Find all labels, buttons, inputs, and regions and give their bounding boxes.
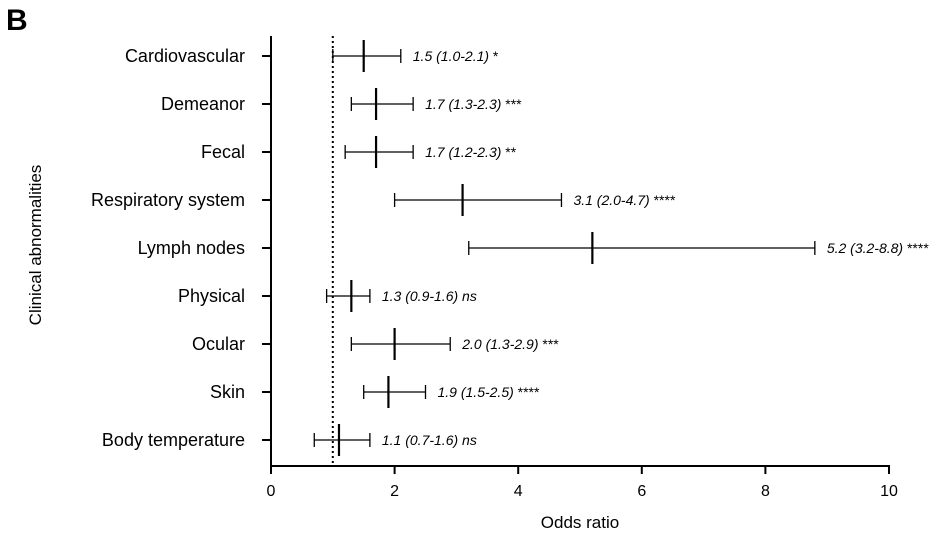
ci-annotation-value: 1.9 (1.5-2.5) — [438, 384, 514, 400]
significance-label: **** — [650, 192, 676, 208]
forest-row: Physical 1.3 (0.9-1.6) ns — [178, 280, 477, 312]
category-label: Demeanor — [161, 94, 245, 114]
ci-annotation: 2.0 (1.3-2.9) *** — [461, 336, 559, 352]
significance-label: **** — [514, 384, 540, 400]
category-label: Respiratory system — [91, 190, 245, 210]
forest-row: Body temperature 1.1 (0.7-1.6) ns — [102, 424, 477, 456]
significance-label: *** — [538, 336, 559, 352]
forest-row: Ocular 2.0 (1.3-2.9) *** — [192, 328, 559, 360]
category-label: Fecal — [201, 142, 245, 162]
x-tick-label: 2 — [390, 483, 399, 500]
category-label: Lymph nodes — [138, 238, 245, 258]
ci-annotation-value: 1.1 (0.7-1.6) — [382, 432, 458, 448]
ci-annotation: 1.7 (1.2-2.3) ** — [425, 144, 517, 160]
category-label: Ocular — [192, 334, 245, 354]
category-label: Cardiovascular — [125, 46, 245, 66]
ci-annotation-value: 1.5 (1.0-2.1) — [413, 48, 489, 64]
x-tick-label: 8 — [761, 483, 770, 500]
ci-annotation: 1.3 (0.9-1.6) ns — [382, 288, 477, 304]
ci-annotation: 1.7 (1.3-2.3) *** — [425, 96, 522, 112]
forest-row: Cardiovascular 1.5 (1.0-2.1) * — [125, 40, 499, 72]
ci-annotation-value: 1.3 (0.9-1.6) — [382, 288, 458, 304]
ci-annotation-value: 3.1 (2.0-4.7) — [573, 192, 649, 208]
ci-annotation: 1.1 (0.7-1.6) ns — [382, 432, 477, 448]
forest-row: Demeanor 1.7 (1.3-2.3) *** — [161, 88, 522, 120]
significance-label: ns — [458, 288, 477, 304]
significance-label: ns — [458, 432, 477, 448]
panel-label: B — [6, 4, 28, 37]
ci-annotation-value: 5.2 (3.2-8.8) — [827, 240, 903, 256]
x-tick-label: 4 — [514, 483, 523, 500]
ci-annotation-value: 1.7 (1.2-2.3) — [425, 144, 501, 160]
forest-row: Skin 1.9 (1.5-2.5) **** — [210, 376, 540, 408]
ci-annotation-value: 1.7 (1.3-2.3) — [425, 96, 501, 112]
ci-annotation: 3.1 (2.0-4.7) **** — [573, 192, 676, 208]
ci-annotation: 1.5 (1.0-2.1) * — [413, 48, 499, 64]
forest-row: Respiratory system 3.1 (2.0-4.7) **** — [91, 184, 676, 216]
category-label: Physical — [178, 286, 245, 306]
ci-annotation: 1.9 (1.5-2.5) **** — [438, 384, 541, 400]
significance-label: * — [489, 48, 499, 64]
ci-annotation-value: 2.0 (1.3-2.9) — [461, 336, 538, 352]
significance-label: *** — [501, 96, 522, 112]
category-label: Body temperature — [102, 430, 245, 450]
significance-label: **** — [903, 240, 929, 256]
x-tick-label: 0 — [267, 483, 276, 500]
category-label: Skin — [210, 382, 245, 402]
x-tick-label: 6 — [637, 483, 646, 500]
x-axis-title: Odds ratio — [541, 513, 619, 532]
ci-annotation: 5.2 (3.2-8.8) **** — [827, 240, 930, 256]
forest-row: Lymph nodes 5.2 (3.2-8.8) **** — [138, 232, 930, 264]
x-tick-label: 10 — [880, 483, 898, 500]
y-axis-title: Clinical abnormalities — [26, 165, 45, 326]
significance-label: ** — [501, 144, 516, 160]
forest-row: Fecal 1.7 (1.2-2.3) ** — [201, 136, 517, 168]
